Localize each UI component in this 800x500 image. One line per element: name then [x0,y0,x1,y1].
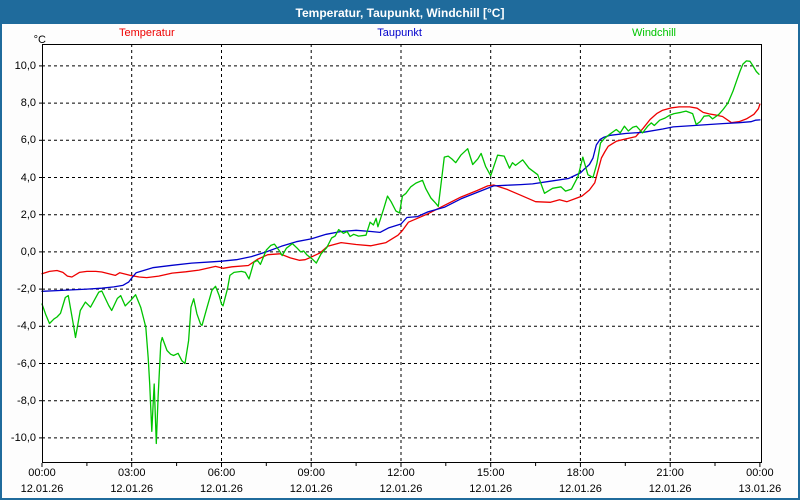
x-tick-date-label: 12.01.26 [20,483,64,495]
y-tick-label: 8,0 [20,97,36,110]
x-tick-time-label: 12:00 [387,467,415,479]
plot-border [42,44,762,463]
x-tick-time-label: 18:00 [566,467,595,479]
series-line-temperatur [41,103,761,279]
x-tick-time-label: 00:00 [28,467,56,479]
x-tick-date-label: 12.01.26 [469,483,513,495]
x-tick-date-label: 12.01.26 [648,483,692,495]
x-tick-date-label: 13.01.26 [738,483,782,495]
legend-label-temperatur: Temperatur [118,27,175,39]
x-tick-time-label: 03:00 [117,467,146,479]
series-line-windchill [41,60,760,445]
y-axis-unit-label: °C [33,34,46,46]
series-line-taupunkt [41,119,761,292]
x-tick-date-label: 12.01.26 [110,483,154,495]
x-tick-time-label: 06:00 [207,467,236,479]
x-tick-date-label: 12.01.26 [379,483,423,495]
x-tick-date-label: 12.01.26 [200,483,243,495]
window-titlebar: Temperatur, Taupunkt, Windchill [°C] [2,2,798,24]
y-tick-label: -6,0 [17,357,36,370]
x-tick-date-label: 12.01.26 [289,483,333,495]
y-tick-label: -10,0 [10,431,36,444]
plot-background [42,44,762,463]
legend-label-windchill: Windchill [631,27,677,39]
window-title: Temperatur, Taupunkt, Windchill [°C] [295,6,505,20]
x-tick-time-label: 09:00 [297,467,325,479]
y-tick-label: 2,0 [20,208,36,221]
chart-plot-area [39,44,762,467]
y-tick-label: 4,0 [20,171,36,184]
y-tick-label: 10,0 [14,59,36,72]
x-tick-time-label: 00:00 [746,467,774,479]
y-tick-label: -8,0 [17,394,36,407]
y-tick-label: 0,0 [20,245,36,258]
y-tick-label: 6,0 [20,134,36,147]
y-tick-label: -2,0 [17,283,36,296]
x-tick-date-label: 12.01.26 [559,483,602,495]
legend-label-taupunkt: Taupunkt [377,27,422,39]
y-tick-label: -4,0 [17,320,36,333]
x-tick-time-label: 15:00 [476,467,505,479]
x-tick-time-label: 21:00 [656,467,684,479]
